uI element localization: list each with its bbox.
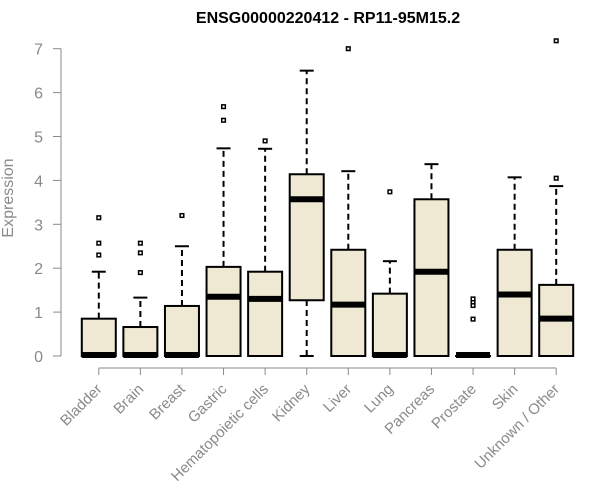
y-tick-label: 2 bbox=[34, 261, 43, 278]
outlier-point bbox=[387, 189, 393, 195]
x-tick-label: Kidney bbox=[269, 380, 314, 425]
outlier-point bbox=[220, 104, 227, 110]
box-group bbox=[288, 69, 325, 357]
box-iqr bbox=[163, 304, 200, 358]
box-group bbox=[455, 296, 492, 358]
box-iqr bbox=[247, 270, 284, 358]
y-tick-label: 0 bbox=[34, 349, 43, 366]
box-group bbox=[247, 138, 284, 358]
x-tick-label: Liver bbox=[320, 381, 355, 416]
outlier-point bbox=[553, 175, 559, 181]
box-group bbox=[496, 176, 533, 357]
box-group bbox=[538, 38, 575, 357]
box-iqr bbox=[371, 292, 408, 357]
chart-title: ENSG00000220412 - RP11-95M15.2 bbox=[196, 10, 460, 27]
y-tick-label: 1 bbox=[34, 305, 43, 322]
x-tick-label: Bladder bbox=[57, 381, 106, 430]
box-iqr bbox=[122, 326, 159, 357]
y-tick-label: 4 bbox=[34, 173, 43, 190]
outlier-point bbox=[179, 212, 185, 219]
box-group bbox=[80, 215, 117, 358]
box-iqr bbox=[80, 317, 117, 357]
box-series bbox=[80, 38, 575, 358]
box-iqr bbox=[205, 265, 242, 357]
outlier-point bbox=[470, 316, 476, 322]
outlier-point bbox=[345, 46, 351, 52]
outlier-point bbox=[137, 270, 143, 276]
box-group bbox=[413, 163, 450, 357]
box-iqr bbox=[413, 198, 450, 357]
x-tick-label: Prostate bbox=[428, 381, 480, 433]
y-axis: 0 1 2 3 4 5 6 7 bbox=[34, 42, 62, 366]
x-tick-label: Lung bbox=[361, 381, 397, 417]
box-group bbox=[122, 240, 159, 358]
y-axis-label: Expression bbox=[0, 158, 17, 237]
outlier-point bbox=[220, 117, 227, 123]
outlier-point bbox=[96, 252, 102, 258]
x-tick-label: Breast bbox=[146, 380, 189, 423]
outlier-point bbox=[470, 296, 476, 302]
y-tick-label: 7 bbox=[34, 42, 43, 59]
outlier-point bbox=[96, 240, 102, 246]
y-tick-label: 5 bbox=[34, 130, 43, 147]
y-tick-label: 3 bbox=[34, 217, 43, 234]
outlier-point bbox=[96, 215, 102, 221]
box-iqr bbox=[496, 248, 533, 357]
outlier-point bbox=[262, 138, 268, 144]
outlier-point bbox=[137, 240, 143, 246]
outlier-point bbox=[553, 38, 559, 44]
outlier-point bbox=[137, 250, 143, 256]
box-iqr bbox=[288, 173, 325, 302]
box-group bbox=[330, 46, 367, 357]
box-group bbox=[205, 104, 242, 357]
box-group bbox=[163, 212, 200, 358]
box-group bbox=[371, 189, 408, 358]
x-tick-label: Brain bbox=[110, 381, 147, 418]
y-tick-label: 6 bbox=[34, 86, 43, 103]
x-tick-label: Skin bbox=[489, 381, 522, 414]
